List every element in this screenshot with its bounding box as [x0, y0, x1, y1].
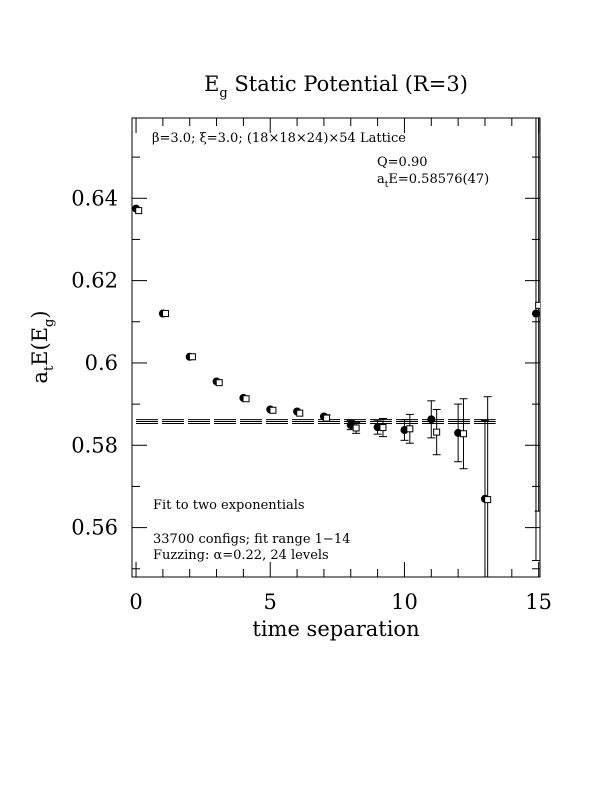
x-axis-label: time separation	[252, 617, 419, 641]
data-point-square	[352, 424, 360, 432]
data-point-square	[188, 353, 196, 361]
x-tick-label: 5	[264, 590, 277, 614]
y-axis-label-energy: E(E	[28, 327, 52, 366]
data-point-circle	[427, 415, 436, 424]
chart-title-main: E	[204, 72, 219, 96]
data-points	[132, 118, 540, 577]
data-point-square	[379, 424, 387, 432]
data-point-square	[215, 379, 223, 387]
data-point-circle	[531, 309, 540, 318]
data-point-square	[406, 425, 414, 433]
y-tick-label: 0.6	[85, 351, 118, 375]
data-point-square	[433, 428, 441, 436]
data-point-square	[323, 414, 331, 422]
energy-value: E=0.58576(47)	[388, 172, 489, 187]
data-point-square	[296, 409, 304, 417]
y-tick-label: 0.58	[71, 433, 118, 457]
data-point-square	[269, 406, 277, 414]
y-axis-label: atE(Eg)	[28, 310, 57, 383]
x-tick-label: 0	[129, 590, 142, 614]
q-value-annotation: Q=0.90	[377, 155, 428, 170]
x-tick-label: 10	[391, 590, 418, 614]
energy-annotation: atE=0.58576(47)	[377, 172, 489, 190]
y-axis-label-close: )	[28, 310, 52, 318]
lattice-annotation: β=3.0; ξ=3.0; (18×18×24)×54 Lattice	[152, 131, 406, 146]
chart-title-rest: Static Potential (R=3)	[228, 72, 468, 96]
configs-annotation: 33700 configs; fit range 1−14	[153, 532, 350, 547]
fuzzing-annotation: Fuzzing: α=0.22, 24 levels	[153, 548, 329, 563]
y-tick-label: 0.64	[71, 186, 118, 210]
y-axis-label-sub-t: t	[42, 365, 57, 371]
fit-band	[136, 419, 496, 424]
data-point-square	[135, 207, 143, 215]
y-tick-labels: 0.56 0.58 0.6 0.62 0.64	[71, 186, 118, 539]
y-tick-label: 0.56	[71, 516, 118, 540]
data-point-square	[460, 430, 467, 438]
x-tick-label: 15	[525, 590, 552, 614]
plot-frame	[131, 117, 541, 578]
chart-title: Eg Static Potential (R=3)	[204, 72, 468, 101]
x-tick-labels: 0 5 10 15	[129, 590, 552, 614]
data-point-square	[535, 301, 540, 309]
data-point-square	[162, 310, 170, 318]
energy-prefix: a	[377, 172, 385, 187]
fit-description: Fit to two exponentials	[153, 498, 305, 513]
data-point-square	[484, 496, 492, 504]
y-tick-label: 0.62	[71, 269, 118, 293]
data-point-square	[242, 395, 250, 403]
energy-subscript: t	[385, 180, 389, 190]
y-axis-label-a: a	[28, 371, 52, 384]
chart-title-subscript: g	[219, 86, 227, 101]
y-axis-label-sub-g: g	[42, 319, 57, 327]
